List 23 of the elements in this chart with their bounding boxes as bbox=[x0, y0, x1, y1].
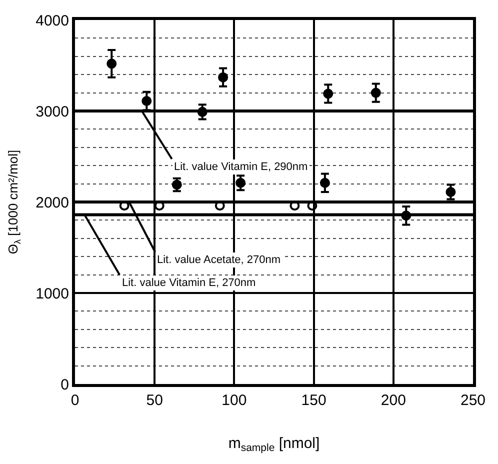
point bbox=[320, 178, 330, 188]
annotation: Lit. value Acetate, 270nm bbox=[157, 254, 281, 266]
point bbox=[106, 58, 117, 69]
annotation: Lit. value Vitamin E, 290nm bbox=[174, 161, 308, 173]
point bbox=[370, 88, 381, 98]
point bbox=[236, 178, 246, 188]
point bbox=[142, 96, 152, 106]
y-tick-label: 2000 bbox=[36, 194, 69, 212]
y-tick-label: 1000 bbox=[36, 285, 69, 302]
annotation: Lit. value Vitamin E, 270nm bbox=[122, 277, 256, 289]
y-tick-label: 3000 bbox=[36, 103, 69, 120]
x-tick-label: 150 bbox=[301, 392, 326, 409]
x-tick-label: 0 bbox=[70, 392, 80, 409]
y-tick-label: 0 bbox=[60, 376, 69, 394]
x-tick-label: 200 bbox=[380, 392, 406, 409]
point bbox=[218, 72, 228, 82]
y-tick-label: 4000 bbox=[36, 12, 69, 30]
point bbox=[323, 88, 334, 99]
x-tick-label: 100 bbox=[222, 392, 247, 409]
point bbox=[446, 186, 456, 197]
x-tick-label: 50 bbox=[146, 392, 163, 409]
x-tick-label: 250 bbox=[460, 392, 486, 409]
x-axis-title: m$_{sample}$ [nmol] bbox=[228, 435, 320, 454]
